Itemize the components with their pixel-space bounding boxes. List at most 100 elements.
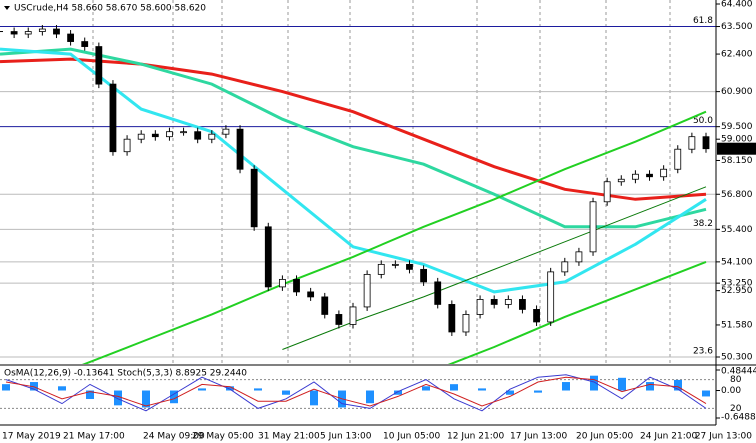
candle-body — [674, 148, 682, 170]
candle-body — [377, 263, 385, 275]
osma-bar — [478, 388, 486, 391]
candle-body — [349, 306, 357, 325]
y-tick-label: 52.950 — [721, 286, 753, 296]
menu-icon — [4, 6, 10, 10]
osma-bar — [562, 382, 570, 391]
x-tick-label: 29 May 05:00 — [192, 432, 254, 442]
y-tick-label: 63.500 — [721, 22, 753, 32]
x-tick-label: 20 Jun 05:00 — [576, 432, 633, 442]
candle-body — [702, 136, 710, 150]
y-tick-label: 55.400 — [721, 225, 753, 235]
candle-body — [420, 268, 428, 283]
candle-body — [603, 181, 611, 203]
candle-body — [10, 31, 18, 35]
candle-body — [448, 304, 456, 333]
osma-bar — [254, 388, 262, 391]
stoch-line — [5, 374, 707, 412]
candle-body — [476, 299, 484, 315]
candle-body — [95, 46, 103, 85]
x-tick-label: 12 Jun 21:00 — [447, 432, 504, 442]
osma-bar — [170, 390, 178, 404]
y-tick-label: 62.400 — [721, 50, 753, 60]
y-tick-label: 80 — [730, 375, 742, 385]
osma-bar — [422, 386, 430, 391]
candle-body — [250, 168, 258, 228]
candle-body — [264, 226, 272, 288]
y-tick-label: 60.900 — [721, 87, 753, 97]
candle-body — [519, 299, 526, 310]
y-tick-label: -0.64885 — [721, 413, 756, 423]
fib-label: 23.6 — [693, 347, 713, 357]
osma-bar — [58, 386, 66, 391]
osma-bar — [506, 390, 514, 395]
osma-bar — [394, 390, 402, 395]
indicator-line — [0, 47, 707, 229]
candle-body — [53, 28, 60, 35]
osma-bar — [534, 390, 542, 393]
y-tick-label: 0.00 — [721, 386, 741, 396]
candle-body — [688, 136, 696, 150]
y-tick-label: 51.580 — [721, 320, 753, 330]
y-tick-label: 0.48444 — [721, 367, 756, 377]
y-tick-label: 59.500 — [721, 122, 753, 132]
candle-body — [632, 173, 639, 180]
chart-title: USCrude,H4 58.660 58.670 58.600 58.620 — [14, 4, 206, 14]
candle-body — [547, 271, 555, 323]
candle-body — [462, 314, 470, 333]
osma-bar — [142, 390, 150, 408]
candle-body — [166, 131, 173, 138]
candle-body — [123, 138, 131, 153]
candle-body — [335, 314, 343, 325]
x-tick-label: 10 Jun 05:00 — [383, 432, 440, 442]
candle-body — [81, 41, 89, 47]
candle-body — [406, 263, 413, 270]
candle-body — [109, 83, 117, 153]
candle-body — [533, 309, 540, 323]
x-tick-label: 31 May 21:00 — [258, 432, 320, 442]
candle-body — [208, 133, 216, 140]
osma-bar — [366, 390, 374, 404]
fib-label: 61.8 — [693, 16, 713, 26]
indicator-line — [81, 110, 707, 364]
candle-body — [278, 278, 286, 288]
indicator-line — [447, 260, 707, 364]
candle-body — [24, 31, 32, 35]
candle-body — [561, 261, 569, 273]
candle-body — [504, 299, 512, 305]
candle-body — [363, 273, 371, 308]
osma-bar — [646, 382, 654, 391]
oscillator-title: OsMA(12,26,9) -0.13641 Stoch(5,3,3) 8.89… — [4, 369, 247, 379]
candle-body — [617, 178, 625, 183]
candle-body — [575, 251, 583, 263]
osma-bar — [450, 384, 458, 391]
osma-bar — [674, 379, 682, 391]
x-tick-label: 27 Jun 13:00 — [695, 432, 752, 442]
y-tick-label: 64.400 — [721, 0, 753, 10]
candle-body — [151, 133, 159, 138]
x-tick-label: 24 May 09:00 — [143, 432, 205, 442]
current-price-label: 58.620 — [720, 144, 755, 154]
candle-body — [434, 281, 442, 305]
x-tick-label: 5 Jun 13:00 — [320, 432, 372, 442]
fib-label: 38.2 — [693, 219, 713, 229]
osma-bar — [30, 382, 38, 391]
y-tick-label: 50.300 — [721, 353, 753, 363]
candle-body — [307, 291, 315, 298]
y-tick-label: 54.100 — [721, 257, 753, 267]
y-tick-label: 56.800 — [721, 190, 753, 200]
y-tick-label: 59.000 — [721, 135, 753, 145]
osma-bar — [226, 386, 234, 391]
osma-bar — [310, 390, 318, 406]
osma-bar — [702, 390, 710, 397]
indicator-line — [0, 57, 707, 201]
osma-bar — [2, 384, 10, 391]
x-tick-label: 21 May 17:00 — [63, 432, 125, 442]
x-tick-label: 24 Jun 21:00 — [640, 432, 697, 442]
osma-bar — [590, 375, 598, 391]
candle-body — [391, 263, 399, 266]
candle-body — [180, 131, 187, 134]
x-tick-label: 17 May 2019 — [2, 432, 61, 442]
